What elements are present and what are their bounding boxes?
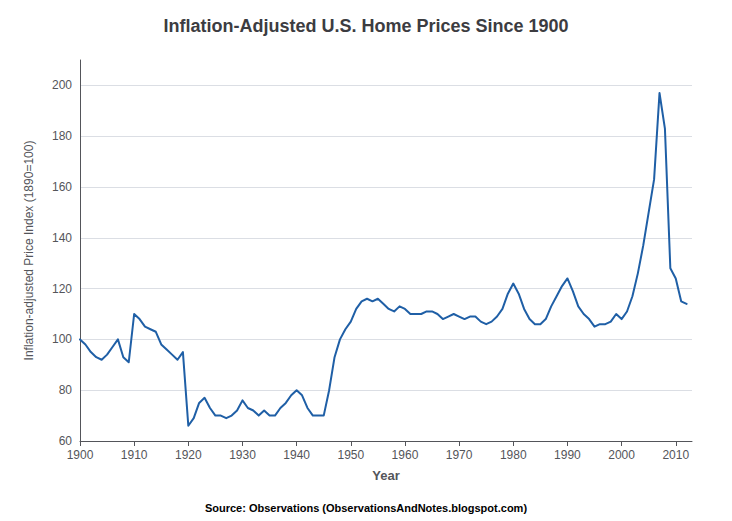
svg-text:Year: Year: [372, 468, 399, 483]
svg-text:1970: 1970: [446, 448, 473, 462]
svg-text:Source: Observations (Observat: Source: Observations (ObservationsAndNot…: [205, 502, 527, 514]
svg-text:180: 180: [52, 129, 72, 143]
svg-text:Inflation-Adjusted U.S. Home P: Inflation-Adjusted U.S. Home Prices Sinc…: [163, 16, 568, 36]
svg-text:2000: 2000: [608, 448, 635, 462]
svg-text:60: 60: [59, 434, 73, 448]
svg-text:1920: 1920: [175, 448, 202, 462]
svg-text:200: 200: [52, 78, 72, 92]
svg-text:1960: 1960: [392, 448, 419, 462]
svg-text:80: 80: [59, 383, 73, 397]
svg-text:140: 140: [52, 231, 72, 245]
svg-text:1980: 1980: [500, 448, 527, 462]
svg-text:160: 160: [52, 180, 72, 194]
svg-text:1910: 1910: [121, 448, 148, 462]
svg-text:100: 100: [52, 332, 72, 346]
svg-text:1930: 1930: [229, 448, 256, 462]
svg-text:2010: 2010: [662, 448, 689, 462]
svg-text:1940: 1940: [283, 448, 310, 462]
svg-text:120: 120: [52, 282, 72, 296]
svg-text:1950: 1950: [337, 448, 364, 462]
svg-text:1990: 1990: [554, 448, 581, 462]
svg-text:Inflation-adjusted Price Index: Inflation-adjusted Price Index (1890=100…: [22, 141, 36, 361]
svg-text:1900: 1900: [67, 448, 94, 462]
